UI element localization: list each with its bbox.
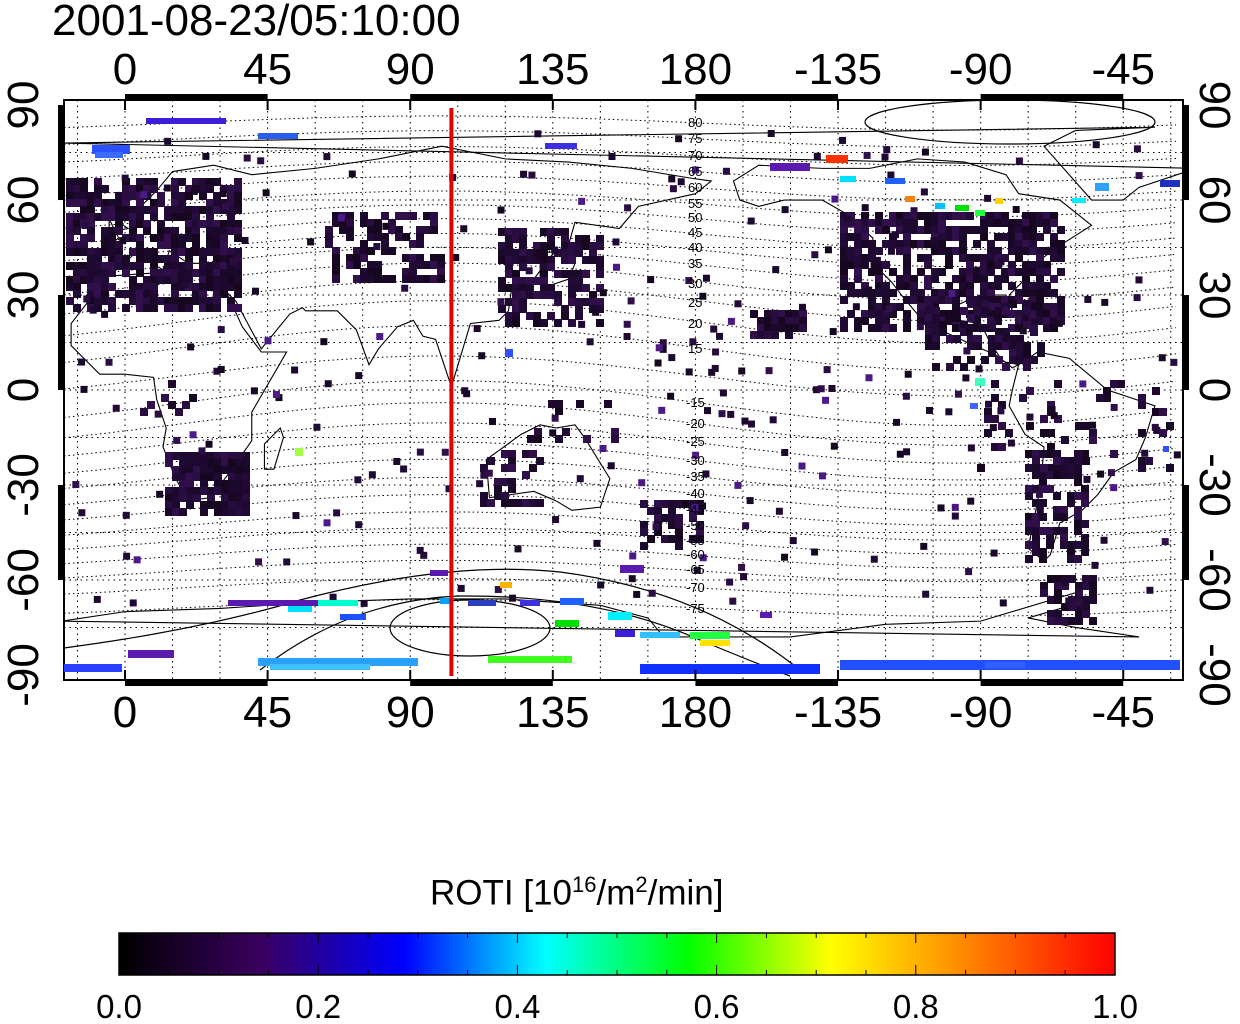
colorbar-title: ROTI [1016/m2/min] xyxy=(430,872,724,913)
colorbar-tick-label: 0.8 xyxy=(893,988,939,1024)
top-lon-label: 180 xyxy=(659,45,732,94)
contour-line xyxy=(64,422,1177,464)
contour-line xyxy=(64,543,1177,569)
colorbar-tick-label: 0.6 xyxy=(694,988,740,1024)
contour-label: -20 xyxy=(686,416,705,431)
contour-label: 55 xyxy=(688,196,702,211)
contour-label: -40 xyxy=(686,486,705,501)
axis-ticks xyxy=(58,94,1189,686)
left-lat-label: 30 xyxy=(0,271,48,320)
contour-line xyxy=(64,559,1177,583)
bottom-lon-label: 45 xyxy=(243,688,292,737)
contour-label: 35 xyxy=(688,256,702,271)
right-lat-label: 60 xyxy=(1190,176,1239,225)
left-lat-label: 60 xyxy=(0,176,48,225)
contour-line xyxy=(64,511,1177,541)
bottom-lon-label: 90 xyxy=(386,688,435,737)
left-lat-label: 90 xyxy=(0,81,48,130)
contour-label: 30 xyxy=(688,276,702,291)
contour-label: 50 xyxy=(688,210,702,225)
top-lon-label: -135 xyxy=(794,45,882,94)
left-lat-label: 0 xyxy=(0,378,48,402)
contour-label: -45 xyxy=(686,502,705,517)
top-lon-label: -45 xyxy=(1091,45,1155,94)
contour-label: -70 xyxy=(686,580,705,595)
right-lat-label: -90 xyxy=(1190,643,1239,707)
top-lon-label: -90 xyxy=(949,45,1013,94)
contour-label: -15 xyxy=(686,395,705,410)
right-lat-label: 90 xyxy=(1190,81,1239,130)
contour-line xyxy=(64,115,1177,131)
contour-line xyxy=(64,204,1177,234)
left-lat-label: -90 xyxy=(0,643,48,707)
colorbar: 0.0 0.2 0.4 0.6 0.8 1.0 xyxy=(96,932,1138,1024)
contour-label: -30 xyxy=(686,453,705,468)
coastline xyxy=(263,426,285,470)
coastline xyxy=(64,591,1140,638)
right-lat-label: -60 xyxy=(1190,548,1239,612)
right-lat-label: -30 xyxy=(1190,453,1239,517)
coastline xyxy=(485,424,611,511)
contour-line xyxy=(64,145,1177,167)
contour-label: -75 xyxy=(686,601,705,616)
right-lat-label: 0 xyxy=(1190,378,1239,402)
top-lon-label: 0 xyxy=(113,45,137,94)
contour-label: 65 xyxy=(688,164,702,179)
contour-line xyxy=(64,160,1177,184)
contour-label: 20 xyxy=(688,316,702,331)
contour-label: 60 xyxy=(688,180,702,195)
left-lat-label: -60 xyxy=(0,548,48,612)
contour-line xyxy=(64,324,1177,372)
contour-line xyxy=(64,379,1177,427)
contour-label: -65 xyxy=(686,562,705,577)
contour-label: 75 xyxy=(688,131,702,146)
right-lat-label: 30 xyxy=(1190,271,1239,320)
bottom-lon-label: 135 xyxy=(516,688,589,737)
bottom-lon-label: -90 xyxy=(949,688,1013,737)
contour-line xyxy=(64,402,1177,446)
bottom-lon-label: -135 xyxy=(794,688,882,737)
contour-label: 45 xyxy=(688,225,702,240)
contour-label: 15 xyxy=(688,341,702,356)
bottom-lon-label: 0 xyxy=(113,688,137,737)
top-lon-label: 135 xyxy=(516,45,589,94)
colorbar-gradient xyxy=(118,932,1116,976)
coastline xyxy=(64,126,1183,201)
contour-line xyxy=(64,280,1177,322)
coastline xyxy=(1008,351,1156,562)
left-lat-label: -30 xyxy=(0,453,48,517)
contour-label: 80 xyxy=(688,115,702,130)
bottom-lon-label: -45 xyxy=(1091,688,1155,737)
colorbar-tick-label: 0.4 xyxy=(494,988,540,1024)
colorbar-tick-label: 1.0 xyxy=(1092,988,1138,1024)
colorbar-tick-label: 0.0 xyxy=(96,988,142,1024)
contour-label: -35 xyxy=(686,469,705,484)
contour-label: -50 xyxy=(686,518,705,533)
contour-line xyxy=(64,300,1177,344)
contour-label: -55 xyxy=(686,533,705,548)
colorbar-tick-label: 0.2 xyxy=(295,988,341,1024)
top-lon-label: 90 xyxy=(386,45,435,94)
contour-label: 25 xyxy=(688,295,702,310)
axis-labels: 0045459090135135180180-135-135-90-90-45-… xyxy=(0,45,1239,737)
contour-label: 70 xyxy=(688,148,702,163)
bottom-lon-label: 180 xyxy=(659,688,732,737)
contour-label: -25 xyxy=(686,434,705,449)
top-lon-label: 45 xyxy=(243,45,292,94)
contour-line xyxy=(64,577,1177,599)
contour-label: -60 xyxy=(686,547,705,562)
contour-line xyxy=(64,130,1177,148)
contour-label: 40 xyxy=(688,240,702,255)
plot-title: 2001-08-23/05:10:00 xyxy=(52,0,461,45)
roti-cells xyxy=(64,118,1181,674)
